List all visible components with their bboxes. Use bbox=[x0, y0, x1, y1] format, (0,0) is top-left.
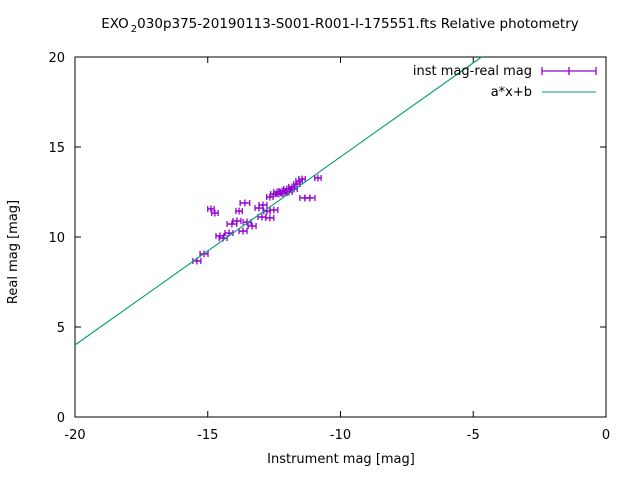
data-point bbox=[211, 209, 219, 217]
legend-label: a*x+b bbox=[491, 85, 532, 100]
x-tick-label: -15 bbox=[197, 428, 218, 443]
fit-line bbox=[74, 56, 482, 346]
legend-label: inst mag-real mag bbox=[413, 64, 532, 79]
chart-title-prefix: EXO bbox=[101, 16, 129, 32]
data-point bbox=[247, 222, 257, 230]
chart-title: EXO 2030p375-20190113-S001-R001-I-175551.… bbox=[101, 16, 578, 35]
data-point bbox=[207, 205, 215, 213]
x-tick-label: -20 bbox=[64, 428, 85, 443]
data-point bbox=[304, 194, 316, 202]
data-point bbox=[266, 193, 274, 201]
chart-title-subscript: 2 bbox=[131, 24, 137, 35]
x-tick-label: -10 bbox=[330, 428, 351, 443]
plot-border bbox=[74, 56, 607, 418]
data-point bbox=[269, 206, 279, 214]
data-point bbox=[290, 185, 298, 193]
data-point bbox=[265, 214, 275, 222]
y-tick-label: 15 bbox=[48, 141, 65, 156]
data-point bbox=[235, 207, 243, 215]
legend: inst mag-real mag a*x+b bbox=[413, 64, 597, 100]
x-axis-label: Instrument mag [mag] bbox=[267, 452, 415, 467]
legend-entry: a*x+b bbox=[491, 85, 596, 100]
x-tick-label: -5 bbox=[467, 428, 480, 443]
data-point bbox=[258, 201, 268, 209]
data-point bbox=[238, 227, 248, 235]
y-tick-label: 10 bbox=[48, 231, 65, 246]
y-tick-label: 20 bbox=[48, 51, 65, 66]
data-point bbox=[314, 174, 322, 182]
data-point bbox=[232, 217, 242, 225]
data-point bbox=[239, 199, 251, 207]
data-point bbox=[224, 229, 234, 237]
scatter-series bbox=[192, 174, 322, 265]
plot-area: -20 -15 -10 -5 0 0 5 10 15 20 bbox=[48, 51, 610, 443]
data-point bbox=[298, 175, 306, 183]
chart-title-rest: 030p375-20190113-S001-R001-I-175551.fts … bbox=[137, 16, 579, 32]
x-tick-label: 0 bbox=[602, 428, 610, 443]
y-tick-label: 0 bbox=[57, 411, 65, 426]
legend-sample-xerrorbar bbox=[541, 67, 597, 75]
y-axis-label: Real mag [mag] bbox=[6, 200, 21, 304]
legend-entry: inst mag-real mag bbox=[413, 64, 597, 79]
y-tick-label: 5 bbox=[57, 321, 65, 336]
